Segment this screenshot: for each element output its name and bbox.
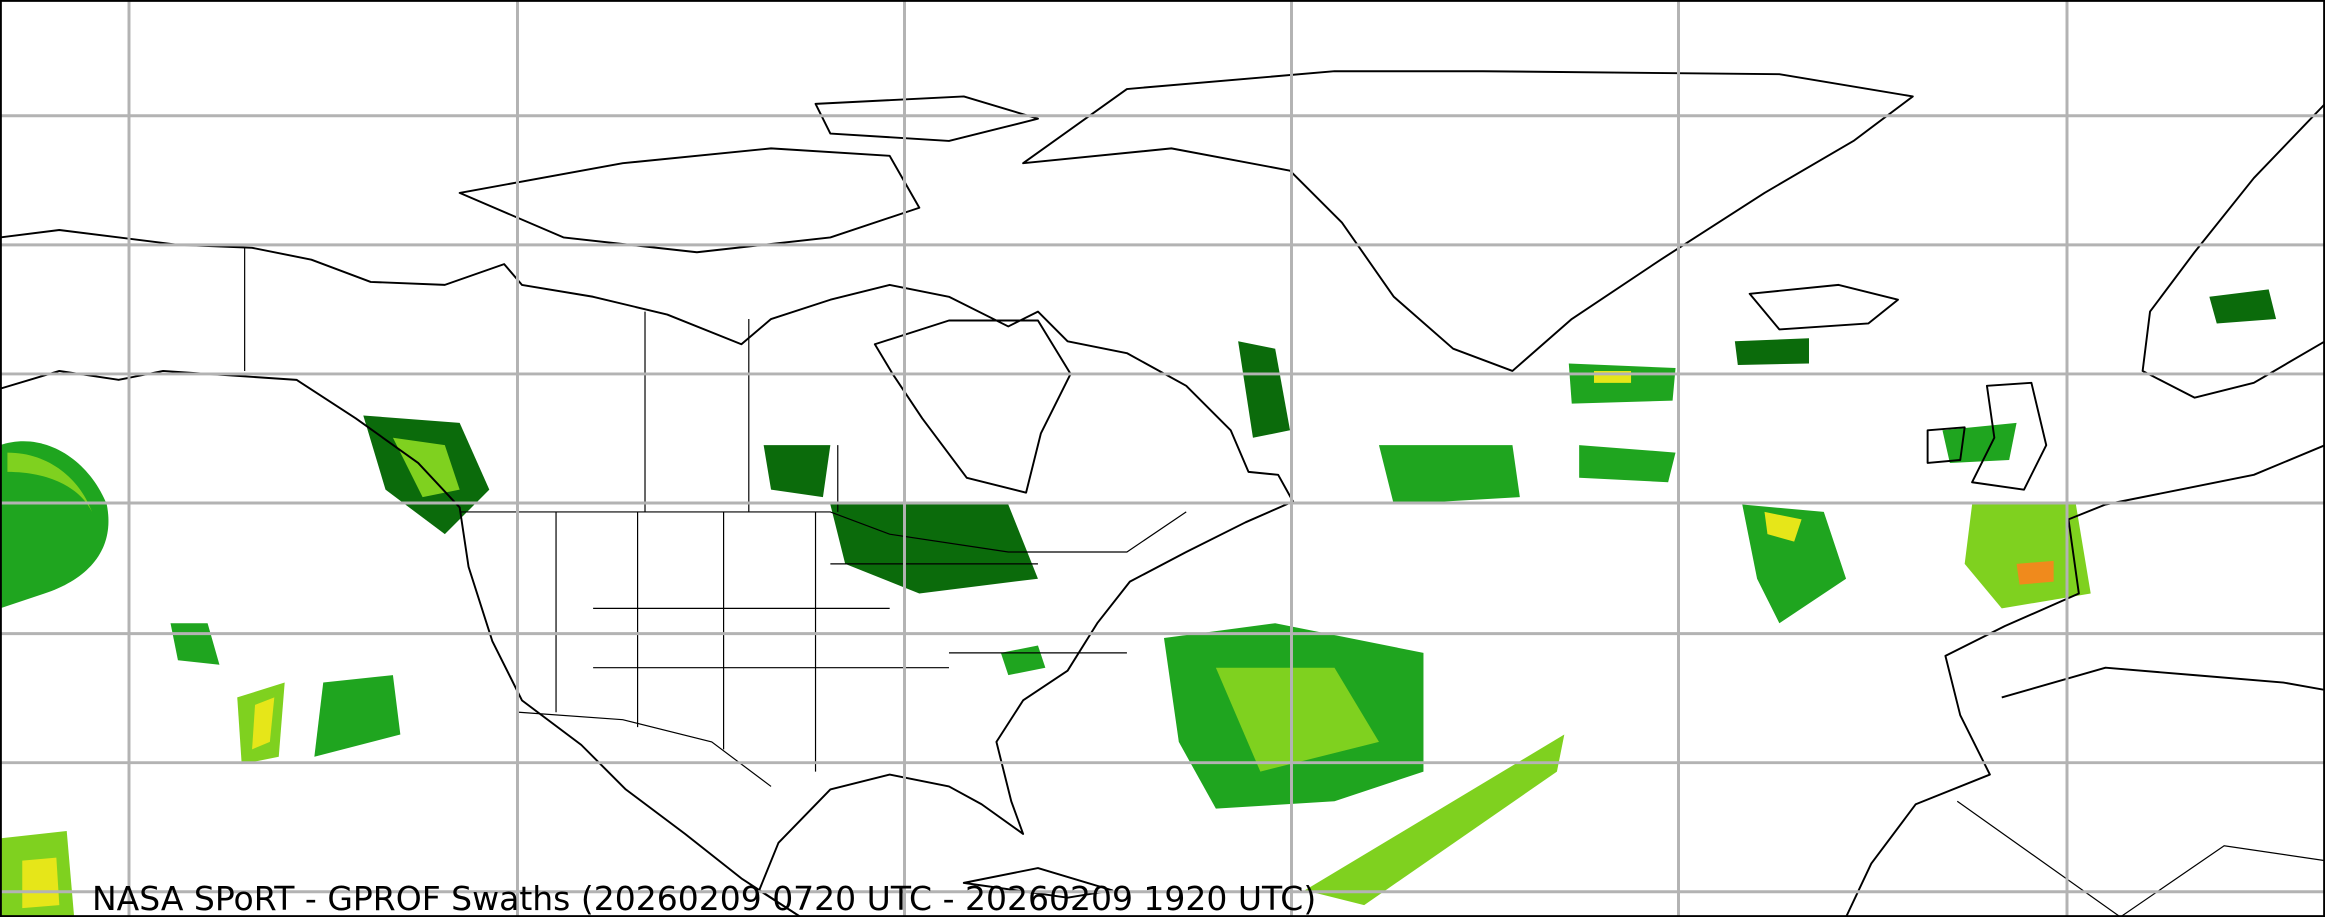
precip-core-iberia — [2016, 560, 2054, 585]
arctic-islands — [458, 95, 1039, 254]
africa-borders — [1956, 800, 2325, 917]
north-america-outline — [0, 229, 1294, 917]
precip-swath-mid-atlantic — [1579, 445, 1676, 483]
iceland-outline — [1748, 283, 1899, 331]
precip-swath-pacific-low-core — [7, 452, 92, 512]
precip-swath-greatlakes — [830, 504, 1038, 594]
precip-swath-scandinavia — [2209, 289, 2277, 324]
greenland-outline — [1022, 70, 1914, 372]
state-lines — [555, 511, 1127, 772]
map-title: NASA SPoRT - GPROF Swaths (20260209 0720… — [92, 879, 1317, 917]
coastlines — [0, 70, 2325, 917]
precip-swath-pacific-south2 — [314, 675, 401, 757]
british-isles-outline — [1926, 381, 2048, 491]
precip-swath-hawaii-region — [170, 623, 220, 665]
europe-africa-outline — [1845, 103, 2325, 917]
precip-core-pacific-south — [252, 697, 275, 750]
precip-swath-south-atlantic — [1304, 734, 1565, 906]
precip-swath-iceland — [1734, 338, 1809, 366]
precip-swath-se-us — [1000, 645, 1046, 676]
precip-swath-pacific-low — [0, 441, 109, 609]
precip-swath-newfoundland — [1378, 445, 1520, 505]
hudson-bay-outline — [873, 319, 1072, 494]
us-mexico-border — [518, 711, 772, 787]
precip-swath-labrador — [1238, 341, 1291, 438]
precip-core-azores — [1764, 511, 1802, 542]
precip-core-sw-corner — [22, 857, 60, 909]
precip-swath-bc-coast-light — [392, 437, 460, 498]
precipitation-swaths — [0, 289, 2277, 917]
precip-swath-canada-central — [763, 445, 831, 498]
precip-swath-north-atlantic — [1568, 363, 1676, 404]
precip-swath-atlantic-wide-light — [1215, 667, 1379, 772]
canada-province-lines — [244, 247, 839, 512]
us-canada-border — [459, 511, 1187, 553]
precip-swath-iberia — [1964, 504, 2091, 609]
